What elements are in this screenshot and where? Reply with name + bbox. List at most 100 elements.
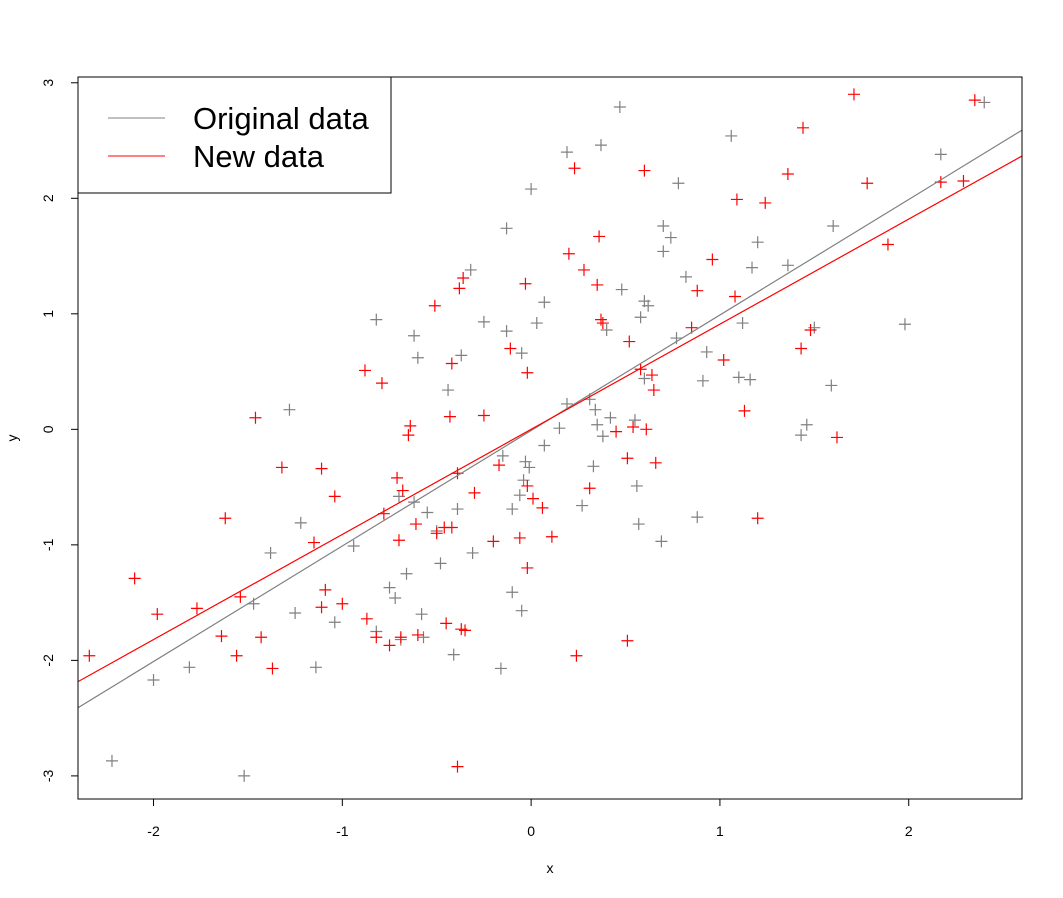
- original-data-point: [825, 379, 838, 392]
- legend-label-new: New data: [193, 139, 325, 174]
- y-tick-label: -2: [40, 654, 56, 667]
- fit-line-new: [78, 155, 1022, 683]
- original-data-point: [700, 345, 713, 358]
- x-axis: -2 -1 0 1 2: [147, 798, 913, 839]
- new-data-point: [577, 263, 590, 276]
- new-data-point: [521, 479, 534, 492]
- new-data-point: [375, 377, 388, 390]
- y-tick-label: 1: [40, 310, 56, 318]
- original-data-point: [634, 311, 647, 324]
- new-data-point: [527, 492, 540, 505]
- new-data-point: [255, 631, 268, 644]
- new-data-point: [861, 177, 874, 190]
- new-data-point: [640, 423, 653, 436]
- x-axis-title: x: [547, 860, 554, 876]
- original-data-point: [538, 439, 551, 452]
- original-data-point: [672, 177, 685, 190]
- new-data-point: [638, 164, 651, 177]
- y-axis-title: y: [4, 435, 20, 442]
- new-data-point: [249, 411, 262, 424]
- new-data-point: [968, 94, 981, 107]
- new-data-point: [627, 421, 640, 434]
- original-data-point: [506, 503, 519, 516]
- new-data-point: [881, 238, 894, 251]
- y-tick-label: -1: [40, 538, 56, 551]
- y-tick-label: 0: [40, 425, 56, 433]
- new-data-point: [383, 639, 396, 652]
- original-data-point: [664, 231, 677, 244]
- original-data-point: [347, 540, 360, 553]
- original-data-point: [615, 283, 628, 296]
- original-data-point: [691, 511, 704, 524]
- original-data-point: [370, 313, 383, 326]
- original-data-point: [523, 461, 536, 474]
- new-data-point: [402, 429, 415, 442]
- original-data-point: [800, 418, 813, 431]
- original-data-point: [496, 449, 509, 462]
- new-data-point: [445, 357, 458, 370]
- y-tick-label: 2: [40, 194, 56, 202]
- new-data-point: [513, 531, 526, 544]
- original-data-point: [264, 546, 277, 559]
- x-tick-label: 2: [905, 823, 913, 839]
- original-data-point: [417, 631, 430, 644]
- original-data-point: [744, 373, 757, 386]
- original-data-point: [725, 129, 738, 142]
- original-data-point: [389, 591, 402, 604]
- new-data-point: [215, 630, 228, 643]
- y-axis: -3 -2 -1 0 1 2 3: [40, 79, 79, 782]
- original-data-point: [500, 325, 513, 338]
- original-data-point: [466, 546, 479, 559]
- new-data-point: [795, 342, 808, 355]
- original-data-point: [670, 332, 683, 345]
- original-data-point: [309, 661, 322, 674]
- original-data-point: [596, 430, 609, 443]
- x-tick-label: -2: [147, 823, 160, 839]
- original-data-point: [383, 581, 396, 594]
- new-data-point: [440, 617, 453, 630]
- original-data-point: [183, 661, 196, 674]
- original-data-point: [408, 329, 421, 342]
- new-data-point: [545, 530, 558, 543]
- new-data-point: [759, 196, 772, 209]
- new-data-point: [610, 425, 623, 438]
- new-data-point: [594, 313, 607, 326]
- new-data-point: [315, 462, 328, 475]
- original-data-point: [589, 403, 602, 416]
- new-data-point: [266, 662, 279, 675]
- original-data-point: [679, 270, 692, 283]
- original-data-point: [978, 96, 991, 109]
- new-data-point: [623, 335, 636, 348]
- new-data-point: [570, 649, 583, 662]
- new-data-point: [275, 461, 288, 474]
- new-data-point: [751, 512, 764, 525]
- original-data-point: [560, 146, 573, 159]
- original-data-point: [289, 607, 302, 620]
- original-data-point: [576, 499, 589, 512]
- new-data-point: [190, 602, 203, 615]
- new-data-point: [319, 583, 332, 596]
- original-data-point: [283, 403, 296, 416]
- original-data-point: [628, 414, 641, 427]
- new-data-point: [234, 590, 247, 603]
- new-data-point: [409, 518, 422, 531]
- new-data-point: [706, 253, 719, 266]
- new-data-point: [645, 369, 658, 382]
- original-data-point: [455, 349, 468, 362]
- new-data-point: [336, 597, 349, 610]
- new-data-point: [583, 482, 596, 495]
- new-data-point: [358, 364, 371, 377]
- y-tick-label: -3: [40, 769, 56, 782]
- new-data-point: [593, 230, 606, 243]
- original-data-point: [898, 318, 911, 331]
- new-data-point: [781, 168, 794, 181]
- original-data-point: [434, 557, 447, 570]
- new-data-point: [691, 284, 704, 297]
- new-data-point: [493, 459, 506, 472]
- new-data-point: [411, 628, 424, 641]
- new-data-point: [328, 490, 341, 503]
- new-data-point: [562, 247, 575, 260]
- new-data-point: [430, 527, 443, 540]
- original-data-point: [696, 374, 709, 387]
- new-data-point: [796, 121, 809, 134]
